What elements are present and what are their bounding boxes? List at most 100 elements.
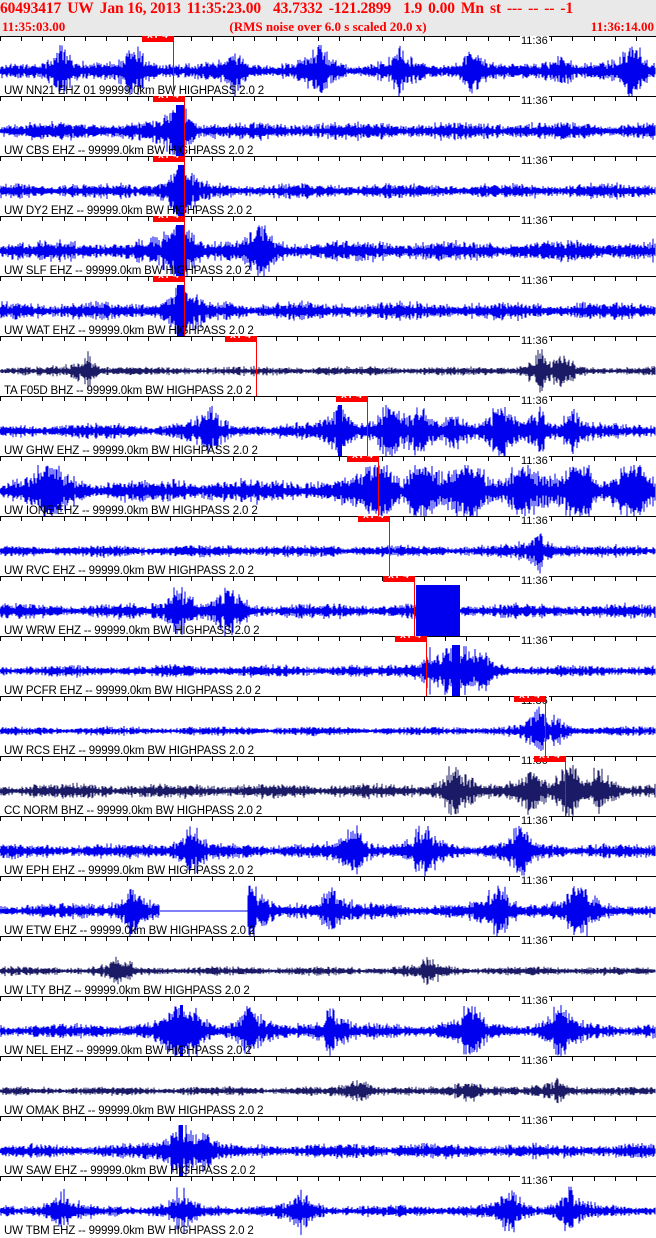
waveform[interactable] <box>0 585 656 636</box>
waveform[interactable] <box>0 1185 656 1236</box>
phase-pick-marker[interactable]: xT 4 <box>142 36 174 96</box>
waveform[interactable] <box>0 885 656 936</box>
phase-pick-label[interactable]: xT 4 <box>225 336 256 342</box>
waveform[interactable] <box>0 765 656 816</box>
trace-row[interactable]: 11:36CC NORM BHZ -- 99999.0km BW HIGHPAS… <box>0 756 656 816</box>
axis-tick-minor <box>424 937 425 941</box>
trace-row[interactable]: 11:36 UW SLF EHZ -- 99999.0km BW HIGHPASS… <box>0 216 656 276</box>
trace-label: UW WRW EHZ -- 99999.0km BW HIGHPASS 2.0 … <box>4 625 260 636</box>
axis-tick-minor <box>148 397 149 401</box>
axis-tick-minor <box>572 637 573 641</box>
waveform[interactable] <box>0 165 656 216</box>
trace-row[interactable]: 11:36 UW OMAK BHZ -- 99999.0km BW HIGHPAS… <box>0 1056 656 1116</box>
axis-tick-minor <box>339 157 340 161</box>
phase-pick-marker[interactable]: xT 4 <box>336 396 368 456</box>
trace-row[interactable]: 11:36 UW WAT EHZ -- 99999.0km BW HIGHPASS… <box>0 276 656 336</box>
waveform[interactable] <box>0 285 656 336</box>
axis-tick-minor <box>466 937 467 941</box>
phase-pick-label[interactable]: xT 4 <box>336 396 367 402</box>
phase-pick-marker[interactable]: xT 4 <box>153 276 185 336</box>
phase-pick-label[interactable]: xT 4 <box>153 276 184 282</box>
trace-row[interactable]: 11:36 UW GHW EHZ -- 99999.0km BW HIGHPASS… <box>0 396 656 456</box>
waveform[interactable] <box>0 465 656 516</box>
phase-pick-marker[interactable]: xT 4 <box>225 336 257 396</box>
waveform[interactable] <box>0 405 656 456</box>
trace-label: UW EPH EHZ -- 99999.0km BW HIGHPASS 2.0 … <box>4 865 254 876</box>
phase-pick-marker[interactable]: xT 4 <box>153 156 185 216</box>
axis-time-label: 11:36 <box>520 336 549 347</box>
phase-pick-marker[interactable]: xT 4 <box>514 696 546 756</box>
waveform[interactable] <box>0 1005 656 1056</box>
axis-tick-minor <box>424 457 425 461</box>
axis-tick-minor <box>233 577 234 581</box>
trace-row[interactable]: 11:36 UW ETW EHZ -- 99999.0km BW HIGHPASS… <box>0 876 656 936</box>
axis-tick-minor <box>212 217 213 221</box>
phase-pick-label[interactable]: xT 4 <box>153 96 184 102</box>
trace-row[interactable]: 11:36 UW NEL EHZ -- 99999.0km BW HIGHPASS… <box>0 996 656 1056</box>
axis-tick-minor <box>445 97 446 101</box>
phase-pick-marker[interactable]: xT 4 <box>534 756 566 816</box>
waveform[interactable] <box>0 945 656 996</box>
time-axis: 11:36 <box>0 936 656 947</box>
phase-pick-label[interactable]: xT 4 <box>395 636 426 642</box>
trace-row[interactable]: 11:36 UW EPH EHZ -- 99999.0km BW HIGHPASS… <box>0 816 656 876</box>
trace-row[interactable]: 11:36 UW CBS EHZ -- 99999.0km BW HIGHPASS… <box>0 96 656 156</box>
trace-row[interactable]: 11:36 UW TBM EHZ -- 99999.0km BW HIGHPASS… <box>0 1176 656 1236</box>
axis-tick-minor <box>64 157 65 161</box>
axis-tick-minor <box>297 637 298 641</box>
waveform[interactable] <box>0 825 656 876</box>
axis-tick-minor <box>509 637 510 641</box>
trace-label: UW RVC EHZ -- 99999.0km BW HIGHPASS 2.0 … <box>4 565 254 576</box>
phase-pick-label[interactable]: xT 4 <box>142 36 173 42</box>
phase-pick-marker[interactable]: xT 4 <box>153 96 185 156</box>
axis-tick-minor <box>276 877 277 881</box>
phase-pick-marker[interactable]: xT 4 <box>347 456 379 516</box>
trace-row[interactable]: 11:36 UW RCS EHZ -- 99999.0km BW HIGHPASS… <box>0 696 656 756</box>
axis-tick-minor <box>318 997 319 1001</box>
axis-tick-minor <box>127 217 128 221</box>
trace-row[interactable]: 11:36 UW PCFR EHZ -- 99999.0km BW HIGHPAS… <box>0 636 656 696</box>
phase-pick-marker[interactable]: xT 4 <box>153 216 185 276</box>
phase-pick-label[interactable]: xT 4 <box>358 516 389 522</box>
trace-row[interactable]: 11:36 UW NN21 EHZ 01 99999.0km BW HIGHPAS… <box>0 36 656 96</box>
trace-row[interactable]: 11:36 TA F05D BHZ -- 99999.0km BW HIGHPAS… <box>0 336 656 396</box>
axis-tick-minor <box>148 577 149 581</box>
waveform[interactable] <box>0 105 656 156</box>
axis-tick-minor <box>339 757 340 761</box>
waveform[interactable] <box>0 345 656 396</box>
axis-tick-minor <box>424 517 425 521</box>
waveform[interactable] <box>0 645 656 696</box>
trace-row[interactable]: 11:36 UW IONE EHZ -- 99999.0km BW HIGHPAS… <box>0 456 656 516</box>
trace-row[interactable]: 11:36 UW DY2 EHZ -- 99999.0km BW HIGHPASS… <box>0 156 656 216</box>
axis-tick-minor <box>0 697 1 701</box>
phase-pick-marker[interactable]: xT 4 <box>383 576 415 636</box>
axis-tick-minor <box>106 817 107 821</box>
trace-row[interactable]: 11:36 UW LTY BHZ -- 99999.0km BW HIGHPASS… <box>0 936 656 996</box>
axis-tick-minor <box>572 1117 573 1121</box>
phase-pick-marker[interactable]: xT 4 <box>395 636 427 696</box>
waveform[interactable] <box>0 525 656 576</box>
phase-pick-label[interactable]: xT 4 <box>383 576 414 582</box>
axis-tick-minor <box>509 397 510 401</box>
waveform[interactable] <box>0 45 656 96</box>
phase-pick-label[interactable]: xT 4 <box>153 216 184 222</box>
trace-row[interactable]: 11:36 UW WRW EHZ -- 99999.0km BW HIGHPASS… <box>0 576 656 636</box>
axis-tick-minor <box>85 457 86 461</box>
axis-tick-minor <box>488 1117 489 1121</box>
waveform[interactable] <box>0 1125 656 1176</box>
axis-tick-minor <box>615 157 616 161</box>
axis-tick-minor <box>551 937 552 941</box>
waveform[interactable] <box>0 705 656 756</box>
axis-tick-minor <box>297 757 298 761</box>
trace-row[interactable]: 11:36 UW SAW EHZ -- 99999.0km BW HIGHPASS… <box>0 1116 656 1176</box>
axis-tick-minor <box>148 277 149 281</box>
axis-tick-minor <box>509 517 510 521</box>
phase-pick-label[interactable]: xT 4 <box>534 756 565 762</box>
phase-pick-marker[interactable]: xT 4 <box>358 516 390 576</box>
phase-pick-label[interactable]: xT 4 <box>514 696 545 702</box>
waveform[interactable] <box>0 1065 656 1116</box>
phase-pick-label[interactable]: xT 4 <box>153 156 184 162</box>
phase-pick-label[interactable]: xT 4 <box>347 456 378 462</box>
waveform[interactable] <box>0 225 656 276</box>
trace-row[interactable]: 11:36 UW RVC EHZ -- 99999.0km BW HIGHPASS… <box>0 516 656 576</box>
